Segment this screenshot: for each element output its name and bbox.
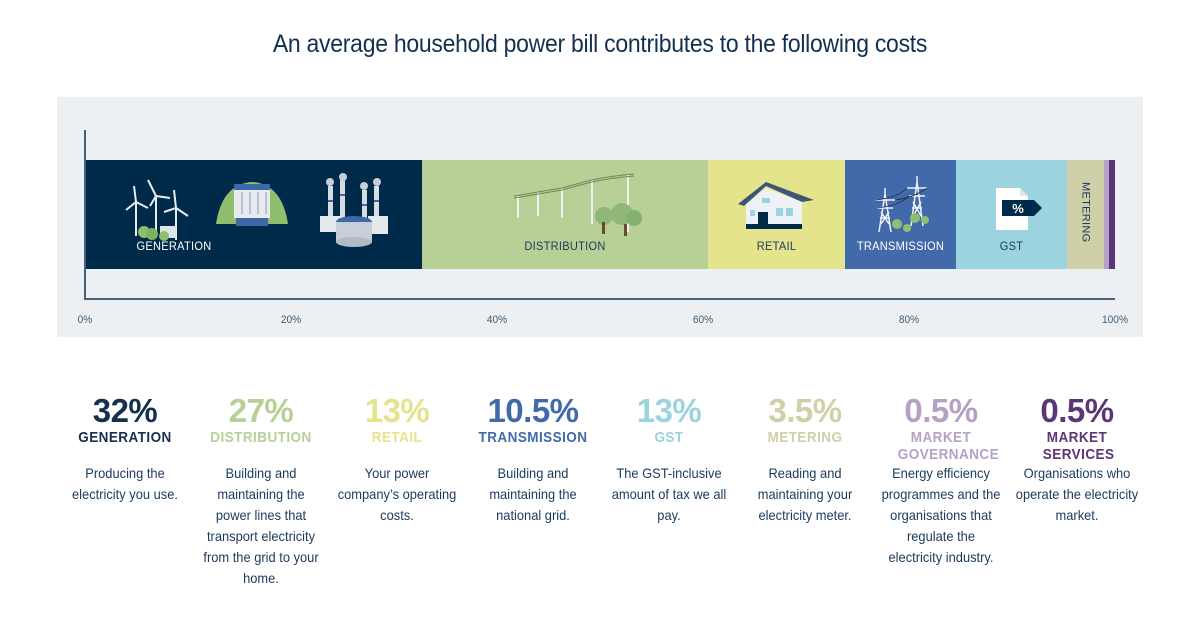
bar-segment-distribution[interactable]: DISTRIBUTION [422, 160, 708, 269]
legend-name: GENERATION [78, 429, 172, 446]
legend-item-generation: 32% GENERATION Producing the electricity… [57, 393, 193, 589]
stacked-bar: GENERATION DISTRIBUTION RETAIL [86, 160, 1115, 269]
legend-percentage: 27% [228, 392, 294, 429]
x-tick-0: 0% [77, 314, 93, 326]
segment-label: GENERATION [136, 239, 212, 253]
legend-item-metering: 3.5% METERING Reading and maintaining yo… [737, 393, 873, 589]
legend-name: METERING [767, 429, 843, 446]
legend-description: Building and maintaining the national gr… [489, 465, 577, 523]
legend-percentage: 0.5% [1040, 392, 1114, 429]
x-tick-100: 100% [1102, 314, 1128, 326]
legend-name: MARKET GOVERNANCE [897, 429, 1000, 463]
legend-description: Producing the electricity you use. [72, 465, 178, 502]
legend-name: MARKET SERVICES [1042, 429, 1115, 463]
x-axis [84, 298, 1115, 300]
y-axis [84, 130, 86, 300]
wind-turbines-icon [125, 179, 189, 241]
legend-percentage: 13% [364, 392, 430, 429]
bar-segment-gst[interactable]: % GST [956, 160, 1067, 269]
legend-percentage: 10.5% [487, 392, 579, 429]
legend-description: Your power company’s operating costs. [337, 465, 457, 523]
bar-segment-transmission[interactable]: TRANSMISSION [845, 160, 956, 269]
legend-name: DISTRIBUTION [210, 429, 312, 446]
x-tick-20: 20% [280, 314, 302, 326]
segment-label: TRANSMISSION [856, 239, 945, 253]
legend-item-transmission: 10.5% TRANSMISSION Building and maintain… [465, 393, 601, 589]
legend-name: RETAIL [371, 429, 423, 446]
legend-item-market-governance: 0.5% MARKET GOVERNANCE Energy efficiency… [873, 393, 1009, 589]
bar-segment-generation[interactable]: GENERATION [86, 160, 422, 269]
bar-segment-retail[interactable]: RETAIL [708, 160, 845, 269]
segment-label: DISTRIBUTION [524, 239, 606, 253]
x-tick-40: 40% [486, 314, 508, 326]
x-tick-60: 60% [692, 314, 714, 326]
thermal-power-plant-icon [320, 173, 388, 247]
bar-segment-metering[interactable]: METERING [1067, 160, 1104, 269]
legend-percentage: 3.5% [768, 392, 842, 429]
legend-item-market-services: 0.5% MARKET SERVICES Organisations who o… [1009, 393, 1145, 589]
legend-percentage: 32% [92, 392, 158, 429]
power-poles-icon [513, 173, 642, 236]
pylons-icon [874, 176, 929, 233]
legend-description: Organisations who operate the electricit… [1015, 465, 1139, 523]
bar-segment-market-services[interactable] [1109, 160, 1115, 269]
legend-name: GST [654, 429, 684, 446]
segment-label: RETAIL [756, 239, 797, 253]
chart-title: An average household power bill contribu… [272, 30, 928, 58]
svg-text:%: % [1012, 201, 1024, 216]
legend-item-retail: 13% RETAIL Your power company’s operatin… [329, 393, 465, 589]
bar-segment-market-governance[interactable] [1104, 160, 1109, 269]
legend-percentage: 0.5% [904, 392, 978, 429]
legend-description: Energy efficiency programmes and the org… [881, 465, 1001, 565]
legend-item-gst: 13% GST The GST-inclusive amount of tax … [601, 393, 737, 589]
legend-description: The GST-inclusive amount of tax we all p… [611, 465, 727, 523]
legend: 32% GENERATION Producing the electricity… [57, 393, 1147, 589]
segment-label: GST [999, 239, 1024, 253]
legend-item-distribution: 27% DISTRIBUTION Building and maintainin… [193, 393, 329, 589]
legend-description: Reading and maintaining your electricity… [757, 465, 853, 523]
x-tick-80: 80% [898, 314, 920, 326]
legend-name: TRANSMISSION [478, 429, 588, 446]
legend-percentage: 13% [636, 392, 702, 429]
tax-document-icon: % [996, 188, 1042, 230]
segment-label: METERING [1079, 182, 1092, 243]
legend-description: Building and maintaining the power lines… [203, 465, 319, 586]
house-icon [738, 182, 814, 229]
hydro-dam-icon [216, 182, 288, 226]
